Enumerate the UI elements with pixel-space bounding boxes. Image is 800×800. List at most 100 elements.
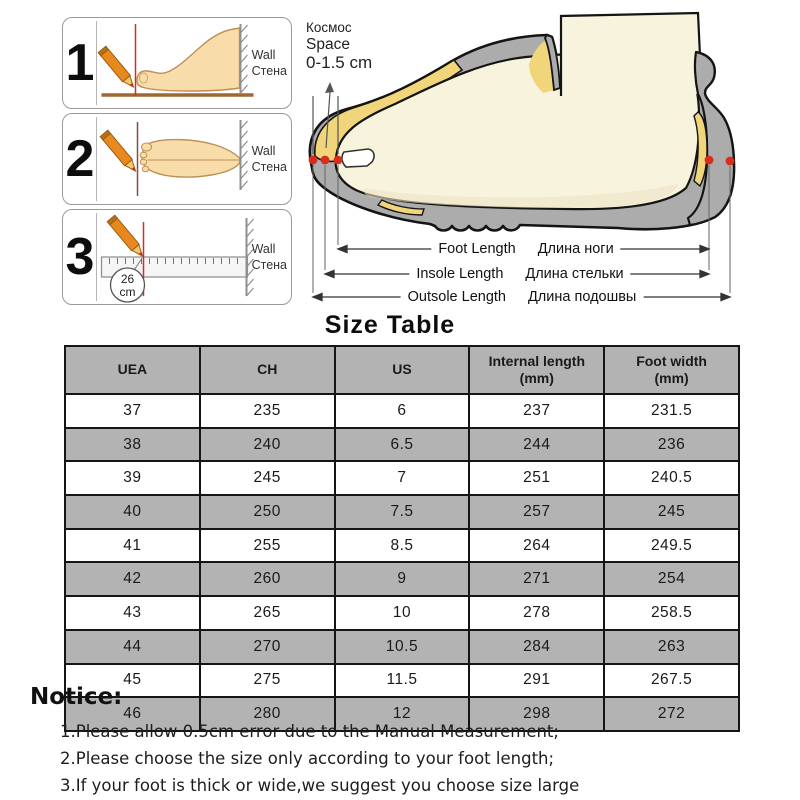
- collar-edge: [543, 33, 561, 92]
- outsole-length-en: Outsole Length: [407, 289, 506, 305]
- toe: [141, 165, 150, 173]
- notice-item: 1.Please allow 0.5cm error due to the Ma…: [60, 722, 559, 741]
- foot-top-icon: [141, 138, 241, 178]
- red-dot: [704, 155, 714, 165]
- wall-label: Wall Стена: [252, 143, 287, 176]
- step-number: 3: [65, 228, 95, 286]
- size-row: 37 235 6 237 231.5: [64, 393, 740, 429]
- size-row: 40 250 7.5 257 245: [64, 494, 740, 530]
- wall-label-en: Wall: [251, 47, 276, 62]
- size-cell: 250: [198, 494, 336, 530]
- outsole-length-ru: Длина подошвы: [527, 289, 637, 305]
- measure-step-1-illustration: [96, 21, 254, 105]
- size-cell: 257: [468, 494, 606, 530]
- size-cell: 258.5: [603, 595, 740, 631]
- size-cell: 7.5: [333, 494, 471, 530]
- wall-hatch-icon: [245, 218, 254, 297]
- circle-unit: cm: [120, 285, 136, 299]
- notice-item: 2.Please choose the size only according …: [60, 749, 555, 768]
- wall-label-en: Wall: [251, 241, 276, 256]
- red-dot: [308, 155, 318, 165]
- size-cell: 245: [603, 494, 740, 530]
- col-header-us: US: [333, 345, 471, 395]
- shoe-cross-section: [308, 11, 736, 302]
- size-cell: 298: [468, 696, 606, 732]
- red-dot: [333, 155, 343, 165]
- col-label: Internal length: [488, 352, 586, 369]
- wall-hatch-icon: [239, 24, 248, 94]
- wall-label: Wall Стена: [252, 241, 287, 274]
- leg-outline: [559, 11, 702, 96]
- col-label: Foot width: [636, 352, 707, 369]
- size-cell: 267.5: [603, 662, 740, 699]
- size-cell: 278: [468, 595, 606, 631]
- size-cell: 46: [64, 696, 201, 732]
- size-row: 44 270 10.5 284 263: [64, 628, 740, 665]
- size-cell: 275: [198, 662, 336, 699]
- size-cell: 235: [198, 393, 336, 429]
- red-dot: [725, 156, 735, 166]
- red-dot: [320, 155, 330, 165]
- insole-sliver: [376, 199, 425, 216]
- pencil-icon: [97, 45, 135, 89]
- measure-step-2-illustration: [96, 117, 248, 201]
- guide-lines: [312, 165, 731, 293]
- space-label-en: Space: [306, 35, 350, 53]
- foot-length-ru: Длина ноги: [537, 241, 614, 257]
- size-row: 45 275 11.5 291 267.5: [64, 662, 740, 699]
- size-cell: 245: [198, 460, 336, 497]
- size-cell: 263: [603, 628, 740, 665]
- space-label: Космос Space 0-1.5 cm: [306, 20, 372, 73]
- col-header-internal-length: Internal length (mm): [468, 345, 606, 395]
- toe: [139, 158, 148, 166]
- size-cell: 45: [64, 662, 201, 699]
- size-row: 39 245 7 251 240.5: [64, 460, 740, 497]
- size-cell: 12: [333, 696, 471, 732]
- size-cell: 41: [64, 527, 201, 564]
- pencil-icon: [99, 129, 137, 173]
- space-value: 0-1.5 cm: [306, 53, 373, 73]
- size-cell: 270: [198, 628, 336, 665]
- measure-step-2: 2: [62, 113, 292, 205]
- size-cell: 39: [64, 460, 201, 497]
- size-cell: 255: [198, 527, 336, 564]
- size-cell: 264: [468, 527, 606, 564]
- size-row: 42 260 9 271 254: [64, 561, 740, 598]
- heel-counter: [686, 50, 736, 227]
- size-table-title: Size Table: [324, 311, 456, 339]
- foot-shade: [363, 184, 678, 208]
- step-number: 1: [65, 34, 95, 92]
- col-label: CH: [257, 361, 278, 378]
- col-header-foot-width: Foot width (mm): [603, 345, 740, 395]
- size-cell: 10: [333, 595, 471, 631]
- size-cell: 42: [64, 561, 201, 598]
- col-header-ch: CH: [198, 345, 336, 395]
- space-arrow: [312, 91, 339, 154]
- size-cell: 10.5: [333, 628, 471, 665]
- notice-list: 1.Please allow 0.5cm error due to the Ma…: [60, 718, 579, 799]
- size-cell: 280: [198, 696, 336, 732]
- size-cell: 7: [333, 460, 471, 497]
- col-label: US: [392, 361, 412, 378]
- size-cell: 236: [603, 426, 740, 463]
- col-unit: (mm): [654, 370, 689, 386]
- size-cell: 249.5: [603, 527, 740, 564]
- size-row: 43 265 10 278 258.5: [64, 595, 740, 631]
- size-cell: 40: [64, 494, 201, 530]
- size-cell: 271: [468, 561, 606, 598]
- size-cell: 291: [468, 662, 606, 699]
- foot-side-icon: [136, 27, 241, 92]
- size-cell: 244: [468, 426, 606, 463]
- size-cell: 9: [333, 561, 471, 598]
- size-row: 46 280 12 298 272: [64, 696, 740, 732]
- size-cell: 6: [333, 393, 471, 429]
- col-header-uea: UEA: [64, 345, 201, 395]
- outsole-length-label: Outsole Length Длина подошвы: [400, 289, 644, 305]
- col-unit: (mm): [519, 370, 554, 386]
- size-cell: 37: [64, 393, 201, 429]
- col-label: UEA: [117, 361, 148, 378]
- size-cell: 43: [64, 595, 201, 631]
- size-cell: 6.5: [333, 426, 471, 463]
- space-label-ru: Космос: [306, 20, 352, 35]
